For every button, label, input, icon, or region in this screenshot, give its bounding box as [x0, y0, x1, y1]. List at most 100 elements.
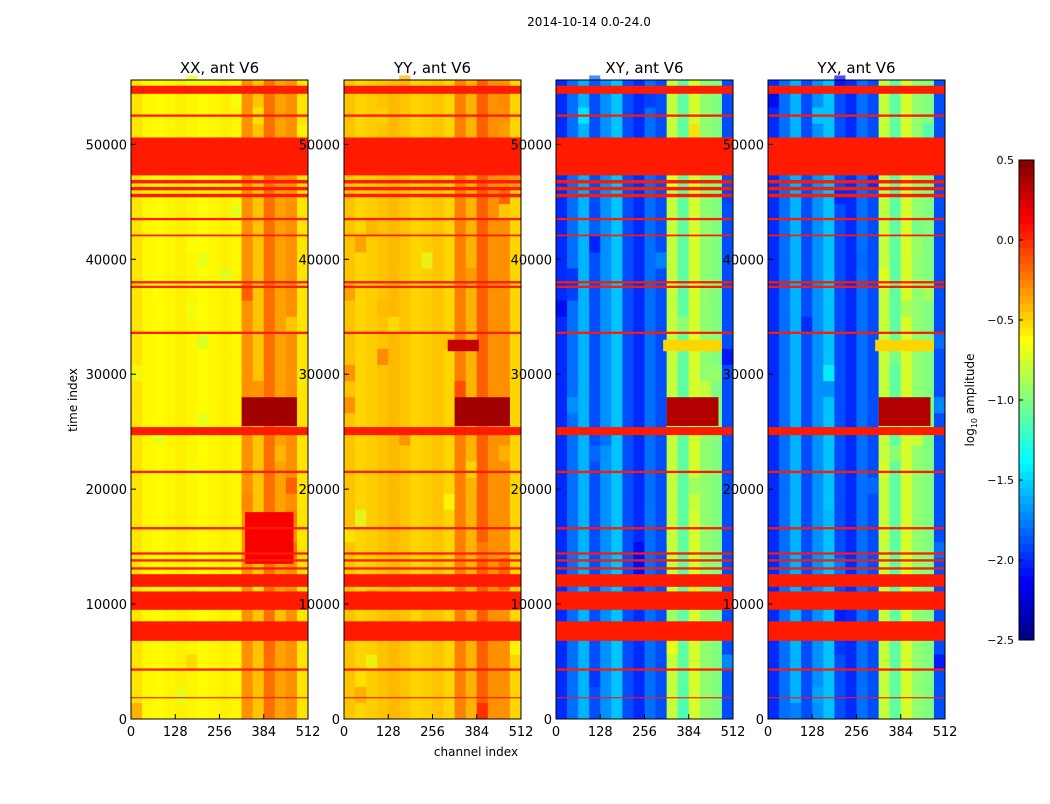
heatmap-cell	[790, 702, 802, 719]
heatmap-event	[241, 397, 297, 426]
heatmap-cell	[197, 332, 209, 349]
heatmap-cell	[933, 654, 945, 671]
heatmap-cell	[721, 654, 733, 671]
heatmap-cell	[296, 123, 308, 140]
figure-title: 2014-10-14 0.0-24.0	[527, 15, 651, 29]
flagged-band	[131, 697, 308, 699]
colorbar-segment	[1019, 192, 1034, 201]
colorbar-tick-label: −0.5	[987, 314, 1014, 327]
heatmap-event	[245, 512, 294, 564]
heatmap-cell	[688, 477, 700, 494]
y-tick-label: 0	[756, 713, 764, 728]
flagged-band	[344, 574, 521, 587]
heatmap-channel-strip	[790, 80, 802, 719]
heatmap-cell	[366, 654, 378, 671]
heatmap-cell	[666, 606, 678, 623]
flagged-band	[131, 88, 308, 94]
heatmap-cell	[241, 493, 253, 510]
colorbar-segment	[1019, 168, 1034, 177]
heatmap-cell	[567, 268, 579, 285]
y-tick-label: 0	[332, 713, 340, 728]
heatmap-cell	[186, 75, 198, 92]
colorbar-segment	[1019, 440, 1034, 449]
heatmap-channel-strip	[175, 80, 187, 719]
flagged-band	[344, 527, 521, 530]
flagged-band	[768, 567, 945, 570]
heatmap-cell	[589, 204, 601, 221]
flagged-band	[344, 179, 521, 184]
heatmap-cell	[344, 525, 356, 543]
heatmap-channel-strip	[834, 80, 846, 719]
colorbar-segment	[1019, 240, 1034, 249]
heatmap-cell	[498, 91, 510, 108]
flagged-band	[768, 114, 945, 117]
colorbar-segment	[1019, 536, 1034, 545]
heatmap-event	[666, 397, 719, 426]
heatmap-cell	[589, 445, 601, 462]
flagged-band	[344, 234, 521, 237]
colorbar-segment	[1019, 632, 1034, 641]
colorbar-segment	[1019, 264, 1034, 273]
flagged-band	[768, 234, 945, 237]
x-tick-label: 384	[888, 725, 913, 740]
heatmap-cell	[867, 477, 879, 494]
colorbar-segment	[1019, 224, 1034, 233]
heatmap-cell	[688, 123, 700, 140]
heatmap-channel-strip	[432, 80, 445, 719]
heatmap-cell	[443, 493, 455, 510]
heatmap-channel-strip	[611, 80, 623, 719]
colorbar-segment	[1019, 624, 1034, 633]
flagged-band	[556, 193, 733, 198]
heatmap-event	[663, 339, 722, 352]
heatmap-cell	[230, 204, 242, 221]
flagged-band	[556, 527, 733, 530]
colorbar: 0.5 0.0 −0.5 −1.0 −1.5 −2.0 −2.5	[987, 154, 1035, 647]
x-axis-label: channel index	[434, 745, 518, 759]
colorbar-tick-label: −1.0	[987, 394, 1014, 407]
y-tick-label: 0	[544, 713, 552, 728]
heatmap-cell	[567, 284, 579, 301]
flagged-band	[768, 427, 945, 436]
heatmap-cell	[889, 445, 901, 462]
colorbar-segment	[1019, 560, 1034, 569]
colorbar-tick-label: −2.5	[987, 634, 1014, 647]
heatmap-channel-strip	[655, 80, 668, 719]
flagged-band	[344, 668, 521, 671]
heatmap-channel-strip	[845, 80, 857, 719]
colorbar-segment	[1019, 568, 1034, 577]
colorbar-segment	[1019, 248, 1034, 257]
heatmap-cell	[644, 91, 656, 108]
y-tick-label: 50000	[723, 138, 764, 153]
heatmap-channel-strip	[186, 80, 198, 719]
heatmap-channel-strip	[779, 80, 791, 719]
colorbar-segment	[1019, 296, 1034, 305]
heatmap-channel-strip	[600, 80, 612, 719]
panel-title: YY, ant V6	[393, 59, 471, 77]
heatmap-channel-strip	[801, 80, 813, 719]
heatmap-cell	[399, 429, 411, 446]
colorbar-segment	[1019, 408, 1034, 417]
colorbar-segment	[1019, 184, 1034, 193]
colorbar-segment	[1019, 480, 1034, 489]
colorbar-segment	[1019, 616, 1034, 625]
y-tick-label: 30000	[299, 368, 340, 383]
heatmap-cell	[454, 381, 466, 398]
flagged-band	[131, 114, 308, 117]
flagged-band	[131, 552, 308, 555]
x-tick-label: 0	[127, 725, 135, 740]
heatmap-cell	[677, 316, 689, 333]
colorbar-segment	[1019, 592, 1034, 601]
heatmap-cell	[933, 542, 945, 559]
flagged-band	[344, 621, 521, 641]
heatmap-cell	[834, 638, 846, 655]
heatmap-cell	[355, 670, 367, 687]
heatmap-cell	[699, 381, 711, 398]
heatmap-cell	[421, 606, 433, 623]
colorbar-segment	[1019, 368, 1034, 377]
heatmap-channel-strip	[208, 80, 220, 719]
flagged-band	[556, 427, 733, 436]
heatmap-cell	[589, 670, 601, 687]
heatmap-cell	[933, 397, 945, 414]
heatmap-cell	[768, 91, 780, 108]
heatmap-channel-strip	[366, 80, 378, 719]
